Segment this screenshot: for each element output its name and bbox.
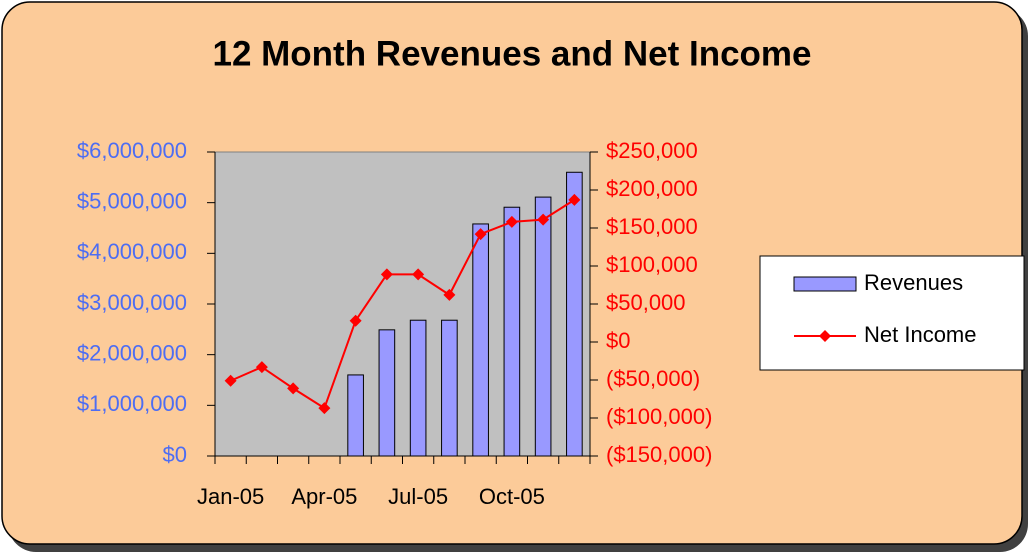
bar xyxy=(378,329,396,457)
y-tick-label: $4,000,000 xyxy=(77,239,187,264)
marker xyxy=(349,314,362,327)
legend-box xyxy=(759,255,1025,371)
y2-tick-label: $150,000 xyxy=(606,214,698,239)
legend-swatch xyxy=(793,276,857,292)
x-tick-label: Oct-05 xyxy=(479,484,545,509)
x-tick-label: Apr-05 xyxy=(291,484,357,509)
legend-marker xyxy=(819,330,831,342)
y2-tick-label: $100,000 xyxy=(606,252,698,277)
y-tick-label: $1,000,000 xyxy=(77,391,187,416)
y2-tick-label: $50,000 xyxy=(606,290,686,315)
legend-label: Net Income xyxy=(864,322,977,347)
marker xyxy=(537,213,550,226)
bar xyxy=(503,206,521,457)
y2-tick-label: $0 xyxy=(606,328,630,353)
marker xyxy=(474,228,487,241)
marker xyxy=(287,382,300,395)
y2-tick-label: ($100,000) xyxy=(606,404,712,429)
marker xyxy=(318,402,331,415)
y-tick-label: $0 xyxy=(163,442,187,467)
y-tick-label: $3,000,000 xyxy=(77,290,187,315)
plot-area xyxy=(214,151,591,457)
bar xyxy=(472,223,489,457)
y2-tick-label: ($50,000) xyxy=(606,366,700,391)
y2-tick-label: ($150,000) xyxy=(606,442,712,467)
marker xyxy=(224,374,237,387)
x-tick-label: Jan-05 xyxy=(197,484,264,509)
y2-tick-label: $250,000 xyxy=(606,138,698,163)
y-tick-label: $2,000,000 xyxy=(77,340,187,365)
chart-title: 12 Month Revenues and Net Income xyxy=(212,34,811,73)
y-tick-label: $5,000,000 xyxy=(77,188,187,213)
bar xyxy=(441,319,458,457)
marker xyxy=(380,268,393,281)
marker xyxy=(505,215,518,228)
marker xyxy=(412,268,425,281)
x-tick-label: Jul-05 xyxy=(388,484,448,509)
y2-tick-label: $200,000 xyxy=(606,176,698,201)
marker xyxy=(443,288,456,301)
bar xyxy=(409,319,427,457)
legend-label: Revenues xyxy=(864,270,963,295)
bar xyxy=(347,374,364,457)
marker xyxy=(255,361,268,374)
y-tick-label: $6,000,000 xyxy=(77,138,187,163)
marker xyxy=(568,193,581,206)
bar xyxy=(534,196,552,457)
bar xyxy=(566,171,583,457)
